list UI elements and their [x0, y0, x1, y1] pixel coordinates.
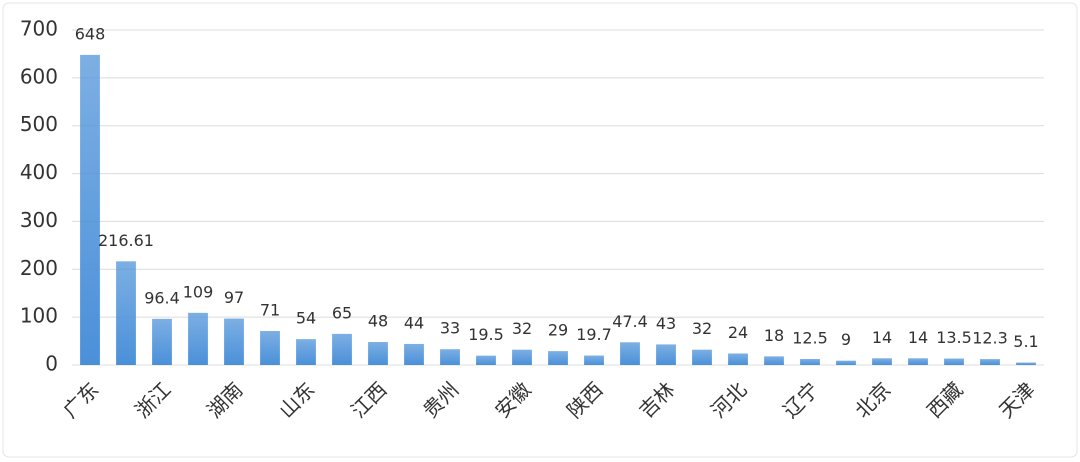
value-label: 54	[296, 309, 316, 328]
value-label: 32	[512, 319, 532, 338]
bar	[512, 349, 532, 365]
bar	[296, 339, 316, 365]
bar	[224, 318, 244, 365]
bar	[152, 318, 172, 365]
y-tick-label: 300	[20, 208, 58, 232]
value-label: 33	[440, 319, 460, 338]
value-label: 12.5	[792, 329, 828, 348]
value-label: 14	[872, 328, 892, 347]
bar	[692, 349, 712, 365]
bar	[800, 359, 820, 365]
bar	[656, 344, 676, 365]
y-tick-label: 600	[20, 64, 58, 88]
bar	[836, 360, 856, 365]
value-label: 97	[224, 288, 244, 307]
bar	[440, 349, 460, 365]
y-tick-label: 100	[20, 304, 58, 328]
bar	[260, 331, 280, 365]
value-label: 19.5	[468, 325, 504, 344]
value-label: 5.1	[1013, 332, 1038, 351]
value-label: 18	[764, 326, 784, 345]
bar	[1016, 362, 1036, 365]
bar	[980, 359, 1000, 365]
bar	[80, 54, 100, 366]
bar	[116, 261, 136, 365]
value-label: 14	[908, 328, 928, 347]
value-label: 32	[692, 319, 712, 338]
value-label: 216.61	[98, 231, 154, 250]
bar	[476, 355, 496, 365]
bar	[620, 342, 640, 365]
y-tick-label: 700	[20, 17, 58, 41]
value-label: 96.4	[144, 288, 180, 307]
bar	[872, 358, 892, 365]
value-label: 24	[728, 323, 748, 342]
bar	[368, 342, 388, 365]
value-label: 43	[656, 314, 676, 333]
bar	[728, 353, 748, 365]
value-label: 12.3	[972, 329, 1008, 348]
value-label: 48	[368, 312, 388, 331]
value-label: 29	[548, 321, 568, 340]
value-label: 9	[841, 330, 851, 349]
value-label: 71	[260, 301, 280, 320]
y-tick-label: 0	[45, 352, 58, 376]
value-label: 109	[183, 282, 214, 301]
bar	[944, 358, 964, 365]
bar	[332, 333, 352, 365]
value-label: 44	[404, 313, 424, 332]
bar	[404, 343, 424, 365]
bar	[584, 355, 604, 365]
bar	[764, 356, 784, 365]
value-label: 13.5	[936, 328, 972, 347]
value-label: 648	[75, 24, 106, 43]
value-label: 19.7	[576, 325, 612, 344]
value-label: 47.4	[612, 312, 648, 331]
bar	[908, 358, 928, 365]
y-tick-label: 500	[20, 112, 58, 136]
y-tick-label: 400	[20, 160, 58, 184]
bar	[548, 351, 568, 365]
bar	[188, 312, 208, 365]
value-label: 65	[332, 303, 352, 322]
y-tick-label: 200	[20, 256, 58, 280]
